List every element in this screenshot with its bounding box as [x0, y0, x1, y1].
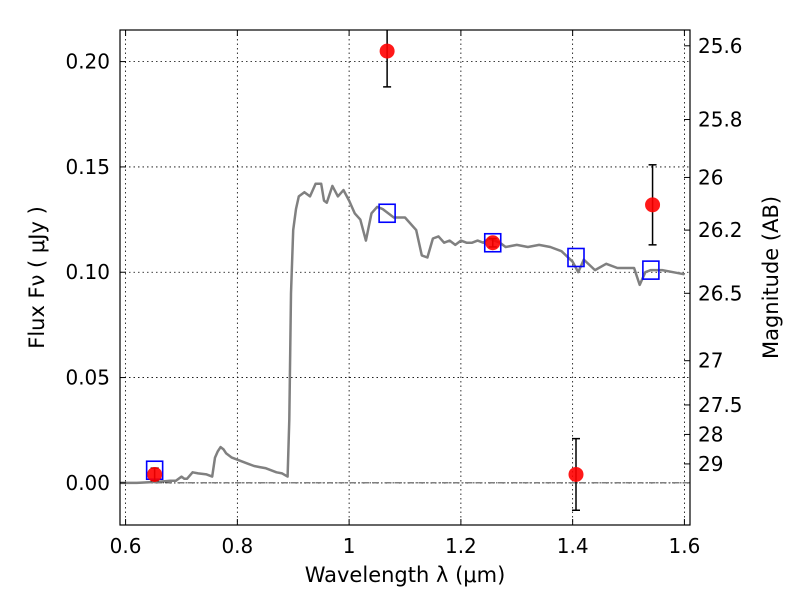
y-tick-label: 0.15 — [65, 155, 110, 179]
model-photometry-square — [378, 203, 396, 224]
x-tick-label: 0.8 — [221, 534, 253, 558]
mag-tick-label: 27.5 — [698, 393, 743, 417]
x-tick-label: 1.2 — [445, 534, 477, 558]
y-tick-label: 0.10 — [65, 260, 110, 284]
axis-ticks: 0.6 0.8 1 1.2 1.4 1.6 0.00 0.05 0.10 0.15 0.20 25.6… — [65, 30, 743, 558]
observed-points-group — [147, 30, 661, 512]
y-tick-label: 0.05 — [65, 366, 110, 390]
mag-tick-label: 26.5 — [698, 281, 743, 305]
plot-frame — [119, 29, 691, 526]
mag-tick-label: 25.6 — [698, 34, 743, 58]
model-photometry-square — [483, 232, 502, 253]
mag-tick-label: 29 — [698, 452, 723, 476]
x-tick-label: 1.6 — [669, 534, 701, 558]
mag-tick-label: 26.2 — [698, 218, 743, 242]
mag-tick-label: 27 — [698, 349, 723, 373]
model-spectrum-group — [120, 182, 685, 485]
mag-tick-label: 28 — [698, 422, 723, 446]
y-tick-label: 0.20 — [65, 50, 110, 74]
y-tick-label: 0.00 — [65, 471, 110, 495]
mag-tick-label: 26 — [698, 165, 723, 189]
x-axis-label: Wavelength λ (μm) — [305, 563, 506, 587]
x-tick-label: 0.6 — [110, 534, 142, 558]
observed-point — [645, 197, 661, 213]
observed-point — [379, 43, 395, 59]
grid — [120, 30, 690, 525]
model-photometry-group — [145, 203, 660, 481]
y2-axis-label: Magnitude (AB) — [759, 196, 783, 359]
observed-point — [568, 466, 584, 482]
model-photometry-square — [642, 260, 660, 280]
model-photometry-square — [567, 247, 585, 268]
mag-tick-label: 25.8 — [698, 108, 743, 132]
x-tick-label: 1 — [343, 534, 356, 558]
observed-point — [147, 466, 163, 482]
observed-point — [485, 235, 501, 251]
model-spectrum-line — [120, 182, 685, 485]
y-axis-label: Flux Fν ( μJy ) — [25, 206, 49, 349]
x-tick-label: 1.4 — [557, 534, 589, 558]
